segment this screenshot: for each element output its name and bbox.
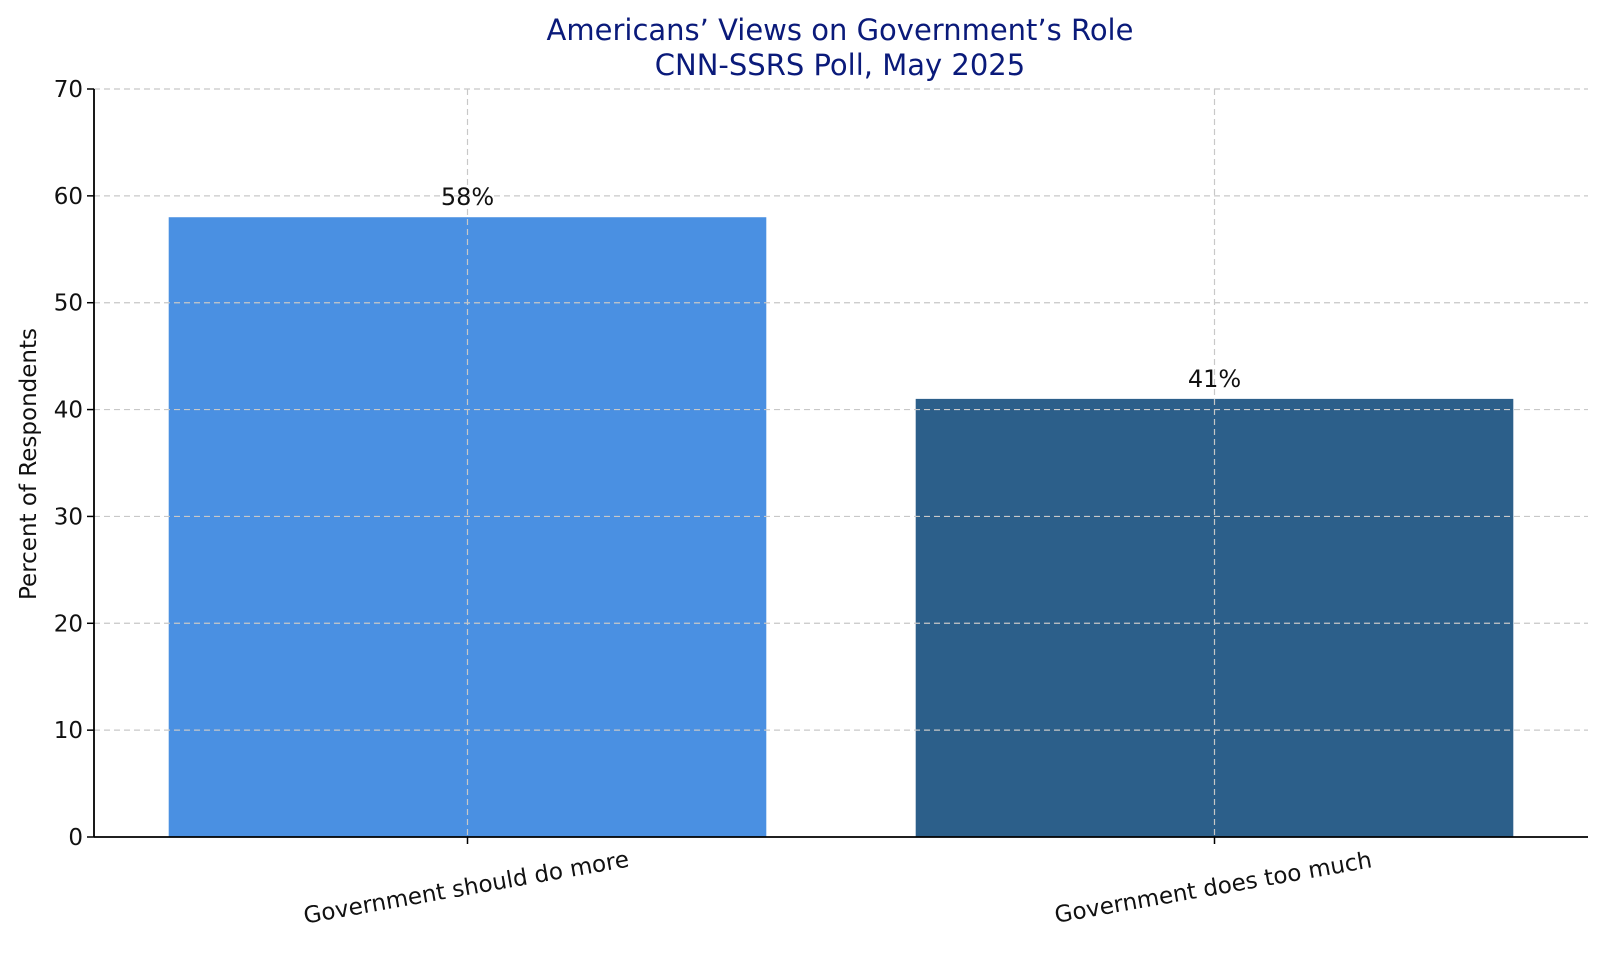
- y-tick-label: 70: [54, 77, 83, 103]
- bars: [168, 217, 1514, 837]
- data-labels: 58% 41%: [441, 183, 1241, 393]
- y-axis-label: Percent of Respondents: [16, 328, 42, 600]
- chart-title: Americans’ Views on Government’s Role: [547, 13, 1134, 47]
- y-tick-label: 60: [54, 184, 83, 210]
- data-label-1: 58%: [441, 183, 494, 211]
- y-tick-label: 40: [54, 398, 83, 424]
- y-tick-label: 50: [54, 291, 83, 317]
- grid-lines: [94, 88, 1588, 837]
- data-label-2: 41%: [1188, 365, 1241, 393]
- x-tick-label: Government does too much: [1053, 847, 1374, 928]
- y-tick-label: 30: [54, 504, 83, 530]
- y-tick-label: 20: [54, 611, 83, 637]
- chart-subtitle: CNN-SSRS Poll, May 2025: [655, 48, 1025, 82]
- y-tick-label: 10: [54, 718, 83, 744]
- x-tick-label: Government should do more: [302, 847, 631, 930]
- y-tick-label: 0: [68, 825, 83, 851]
